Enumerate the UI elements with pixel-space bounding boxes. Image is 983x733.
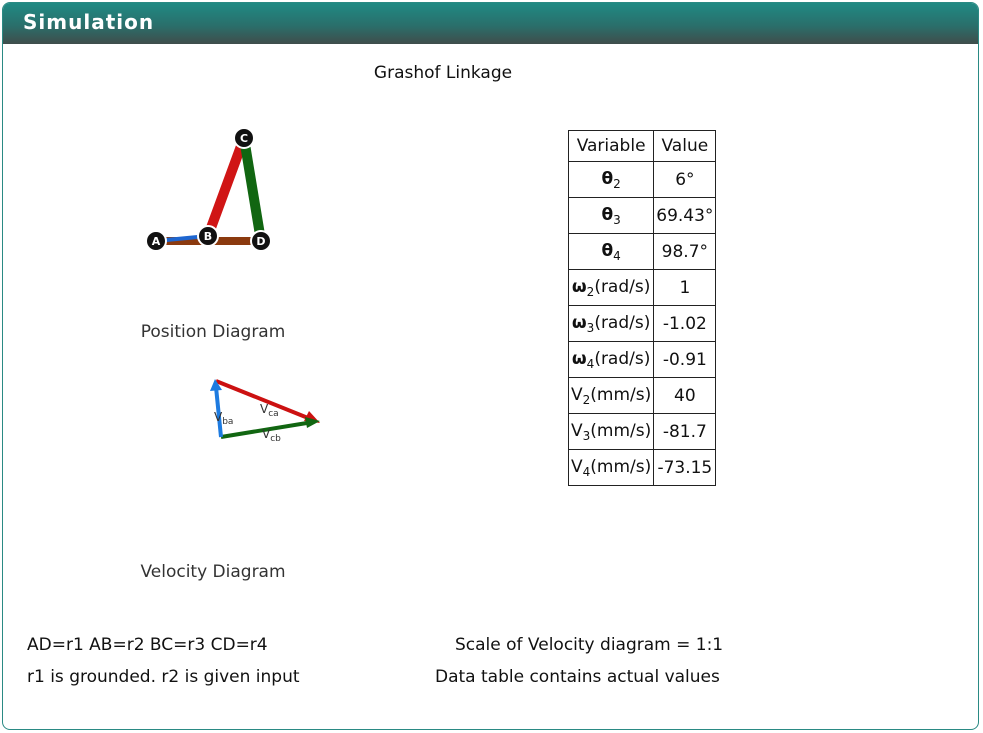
vector-vcb-head xyxy=(305,417,320,428)
variable-cell: θ4 xyxy=(567,233,655,270)
variable-symbol: θ xyxy=(601,204,614,225)
linkage-title: Grashof Linkage xyxy=(373,63,513,83)
panel-header: Simulation xyxy=(3,3,978,44)
table-row: ω4(rad/s) -0.91 xyxy=(567,341,717,378)
vca-label: Vca xyxy=(260,402,279,419)
joint-c-label: C xyxy=(240,132,248,145)
variable-symbol: θ xyxy=(601,240,614,261)
panel-title: Simulation xyxy=(23,10,155,34)
table-row: ω3(rad/s) -1.02 xyxy=(567,305,717,342)
variable-unit: (rad/s) xyxy=(594,312,651,333)
variable-subscript: 4 xyxy=(613,248,621,263)
vector-vba-head xyxy=(210,379,222,391)
velocity-diagram-caption: Velocity Diagram xyxy=(140,562,286,582)
table-header-row: Variable Value xyxy=(567,130,717,162)
variable-unit: (mm/s) xyxy=(590,456,652,477)
variable-header: Variable xyxy=(567,130,655,162)
variable-cell: θ2 xyxy=(567,161,655,198)
variable-cell: ω4(rad/s) xyxy=(567,341,655,378)
position-diagram: A B C D xyxy=(145,127,272,252)
joint-b: B xyxy=(197,225,219,247)
joint-c: C xyxy=(233,127,255,149)
variable-unit: (rad/s) xyxy=(594,348,651,369)
variable-symbol: ω xyxy=(571,276,587,297)
variable-subscript: 4 xyxy=(586,356,595,371)
variable-cell: ω2(rad/s) xyxy=(567,269,655,306)
table-row: θ3 69.43° xyxy=(567,197,717,234)
variable-unit: (rad/s) xyxy=(594,276,651,297)
variable-unit: (mm/s) xyxy=(590,420,652,441)
position-diagram-caption: Position Diagram xyxy=(140,322,286,342)
vector-vca xyxy=(215,379,314,422)
variable-symbol: V xyxy=(571,420,583,441)
variable-subscript: 2 xyxy=(613,176,621,191)
table-row: V4(mm/s) -73.15 xyxy=(567,449,717,486)
variable-subscript: 3 xyxy=(586,320,595,335)
variable-subscript: 3 xyxy=(613,212,621,227)
value-header: Value xyxy=(653,130,717,162)
scale-note: Scale of Velocity diagram = 1:1 xyxy=(455,635,724,655)
variable-cell: ω3(rad/s) xyxy=(567,305,655,342)
vector-vcb xyxy=(220,420,314,439)
value-cell: -81.7 xyxy=(653,413,717,450)
ground-note: r1 is grounded. r2 is given input xyxy=(27,667,300,687)
value-cell: 69.43° xyxy=(653,197,717,234)
variable-symbol: V xyxy=(571,456,583,477)
variable-symbol: V xyxy=(571,384,583,405)
variable-subscript: 2 xyxy=(586,284,595,299)
variable-cell: V4(mm/s) xyxy=(567,449,655,486)
variable-symbol: ω xyxy=(571,348,587,369)
value-cell: -73.15 xyxy=(653,449,717,486)
link-r4 xyxy=(239,133,266,246)
variable-subscript: 2 xyxy=(582,392,591,407)
link-definitions: AD=r1 AB=r2 BC=r3 CD=r4 xyxy=(27,635,268,655)
joint-d: D xyxy=(250,230,272,252)
joint-a-label: A xyxy=(152,235,161,248)
link-r3 xyxy=(203,133,249,241)
table-row: V3(mm/s) -81.7 xyxy=(567,413,717,450)
velocity-diagram: Vba Vca Vcb xyxy=(210,379,320,444)
table-row: ω2(rad/s) 1 xyxy=(567,269,717,306)
value-cell: -0.91 xyxy=(653,341,717,378)
table-row: θ2 6° xyxy=(567,161,717,198)
value-cell: 1 xyxy=(653,269,717,306)
joint-b-label: B xyxy=(204,230,212,243)
variable-cell: V2(mm/s) xyxy=(567,377,655,414)
variable-subscript: 3 xyxy=(582,428,591,443)
value-cell: 6° xyxy=(653,161,717,198)
data-table: Variable Value θ2 6° θ3 69.43° θ4 98.7° ω2(rad… xyxy=(567,130,717,486)
variable-symbol: ω xyxy=(571,312,587,333)
vector-vba xyxy=(214,386,223,438)
variable-cell: V3(mm/s) xyxy=(567,413,655,450)
joint-d-label: D xyxy=(256,235,265,248)
variable-subscript: 4 xyxy=(582,464,591,479)
variable-symbol: θ xyxy=(601,168,614,189)
variable-unit: (mm/s) xyxy=(590,384,652,405)
vcb-label: Vcb xyxy=(262,427,281,444)
value-cell: -1.02 xyxy=(653,305,717,342)
value-cell: 40 xyxy=(653,377,717,414)
table-note: Data table contains actual values xyxy=(435,667,720,687)
table-row: θ4 98.7° xyxy=(567,233,717,270)
table-row: V2(mm/s) 40 xyxy=(567,377,717,414)
table-body: θ2 6° θ3 69.43° θ4 98.7° ω2(rad/s) 1 ω3(rad/s) -1… xyxy=(567,161,717,486)
vba-label: Vba xyxy=(214,410,233,427)
value-cell: 98.7° xyxy=(653,233,717,270)
joint-a: A xyxy=(145,230,167,252)
variable-cell: θ3 xyxy=(567,197,655,234)
